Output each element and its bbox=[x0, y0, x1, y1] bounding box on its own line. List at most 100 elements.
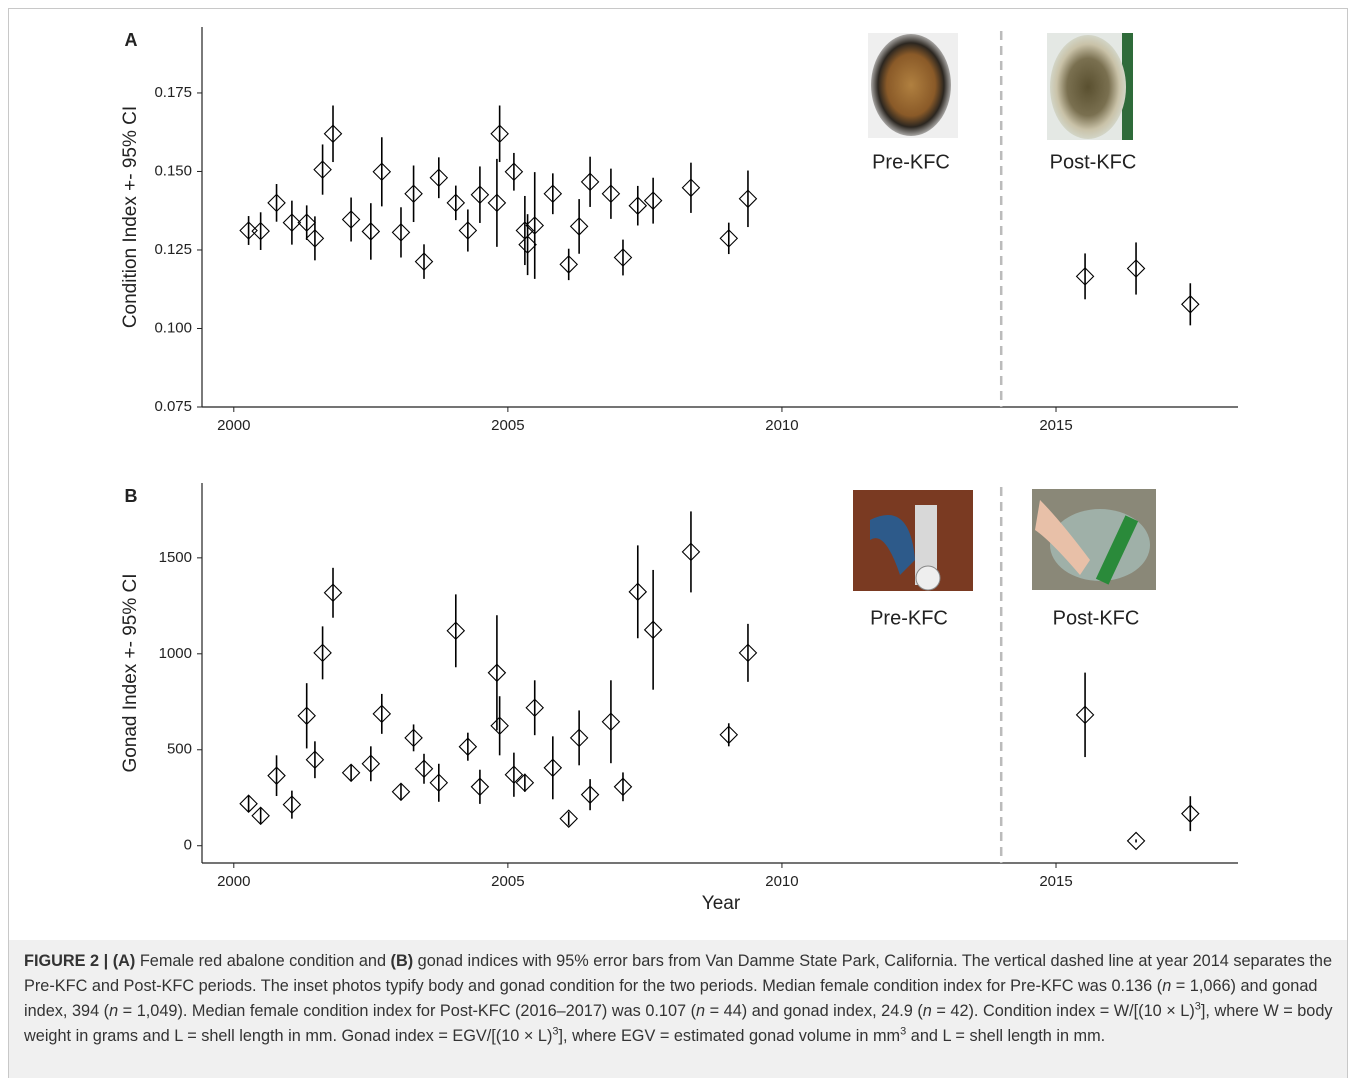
point bbox=[628, 196, 648, 215]
inset-photo-detail bbox=[1035, 500, 1090, 575]
x-axis-title: Year bbox=[702, 893, 741, 914]
point bbox=[487, 663, 507, 683]
point bbox=[251, 806, 270, 826]
point bbox=[601, 712, 621, 732]
y-axis-title: Condition Index +- 95% CI bbox=[120, 106, 141, 328]
inset-photo-shell bbox=[871, 34, 951, 136]
point bbox=[580, 785, 600, 804]
caption-italic: n bbox=[922, 1002, 932, 1020]
point bbox=[313, 643, 332, 663]
point bbox=[282, 213, 302, 232]
point bbox=[490, 716, 509, 736]
point bbox=[305, 229, 325, 248]
y-tick-label: 0 bbox=[184, 837, 192, 854]
caption-italic: n bbox=[696, 1002, 706, 1020]
point bbox=[719, 725, 739, 745]
point bbox=[643, 620, 663, 640]
inset-photos bbox=[853, 33, 1156, 591]
figure: Pre-KFC Post-KFC Pre-KFC Post-KFC 0.075 0… bbox=[120, 27, 1238, 914]
point bbox=[487, 193, 507, 213]
point bbox=[446, 621, 466, 641]
point bbox=[239, 221, 258, 240]
annotation: Post-KFC bbox=[1050, 151, 1137, 173]
point bbox=[504, 765, 524, 784]
point bbox=[738, 189, 758, 209]
point bbox=[1181, 804, 1200, 823]
point bbox=[580, 172, 600, 192]
annotation: Post-KFC bbox=[1053, 607, 1140, 629]
point bbox=[414, 252, 434, 271]
caption-label: (B) bbox=[390, 952, 414, 970]
inset-photo-detail bbox=[1095, 515, 1139, 585]
point bbox=[429, 773, 449, 793]
point bbox=[515, 773, 535, 793]
point bbox=[569, 728, 589, 748]
point bbox=[305, 750, 325, 770]
point bbox=[323, 583, 343, 603]
point bbox=[341, 210, 361, 229]
point bbox=[601, 184, 621, 204]
caption-text: = 42). Condition index = W/[(10 × L) bbox=[931, 1002, 1195, 1020]
point bbox=[372, 704, 392, 724]
point bbox=[372, 162, 392, 182]
point bbox=[628, 582, 648, 602]
caption-italic: n bbox=[109, 1002, 119, 1020]
point bbox=[282, 795, 302, 814]
caption-text: and L = shell length in mm. bbox=[906, 1027, 1106, 1045]
x-tick-label: 2010 bbox=[765, 873, 798, 890]
point bbox=[404, 184, 423, 204]
point bbox=[681, 178, 701, 198]
x-tick-label: 2010 bbox=[765, 417, 798, 434]
annotation: Pre-KFC bbox=[872, 151, 950, 173]
point bbox=[341, 763, 361, 783]
point bbox=[1075, 705, 1095, 725]
point bbox=[429, 168, 449, 188]
point bbox=[323, 124, 343, 144]
caption-text: ], where EGV = estimated gonad volume in… bbox=[558, 1027, 901, 1045]
caption-superscript: 3 bbox=[900, 1025, 907, 1038]
inset-photo-shell bbox=[1050, 35, 1126, 139]
y-tick-label: 0.075 bbox=[154, 398, 192, 415]
y-tick-label: 1000 bbox=[159, 645, 192, 662]
point bbox=[543, 184, 563, 204]
x-tick-label: 2000 bbox=[217, 873, 250, 890]
point bbox=[1126, 259, 1146, 278]
x-tick-label: 2015 bbox=[1039, 417, 1072, 434]
caption-text: = 44) and gonad index, 24.9 ( bbox=[705, 1002, 923, 1020]
point bbox=[518, 235, 537, 254]
caption-superscript: 3 bbox=[552, 1025, 559, 1038]
y-tick-label: 500 bbox=[167, 741, 192, 758]
inset-photo-edge bbox=[1122, 33, 1133, 140]
figure-caption: FIGURE 2 | (A) Female red abalone condit… bbox=[9, 940, 1347, 1078]
point bbox=[543, 758, 563, 778]
point bbox=[1126, 831, 1146, 851]
point bbox=[719, 229, 739, 248]
caption-text: = 1,049). Median female condition index … bbox=[118, 1002, 697, 1020]
y-axis-title: Gonad Index +- 95% CI bbox=[120, 573, 141, 772]
caption-label: FIGURE 2 | (A) bbox=[24, 952, 136, 970]
point bbox=[490, 124, 509, 144]
caption-text: ], where W = body weight in grams and L … bbox=[24, 1002, 1333, 1045]
point bbox=[297, 213, 316, 232]
y-tick-label: 0.100 bbox=[154, 319, 192, 336]
y-tick-label: 1500 bbox=[159, 549, 192, 566]
point bbox=[297, 706, 316, 726]
point bbox=[251, 221, 270, 241]
y-tick-label: 0.175 bbox=[154, 84, 192, 101]
point bbox=[361, 222, 381, 241]
panel-label: A bbox=[125, 30, 138, 50]
point bbox=[458, 737, 478, 756]
x-tick-label: 2005 bbox=[491, 873, 524, 890]
inset-photo-detail bbox=[915, 565, 941, 591]
point bbox=[525, 216, 545, 235]
point bbox=[1181, 295, 1200, 314]
point bbox=[613, 248, 633, 267]
point bbox=[313, 160, 332, 179]
annotation: Pre-KFC bbox=[870, 607, 948, 629]
x-tick-label: 2015 bbox=[1039, 873, 1072, 890]
point bbox=[391, 782, 411, 802]
point bbox=[504, 162, 524, 182]
point bbox=[446, 193, 466, 213]
point bbox=[391, 223, 411, 242]
